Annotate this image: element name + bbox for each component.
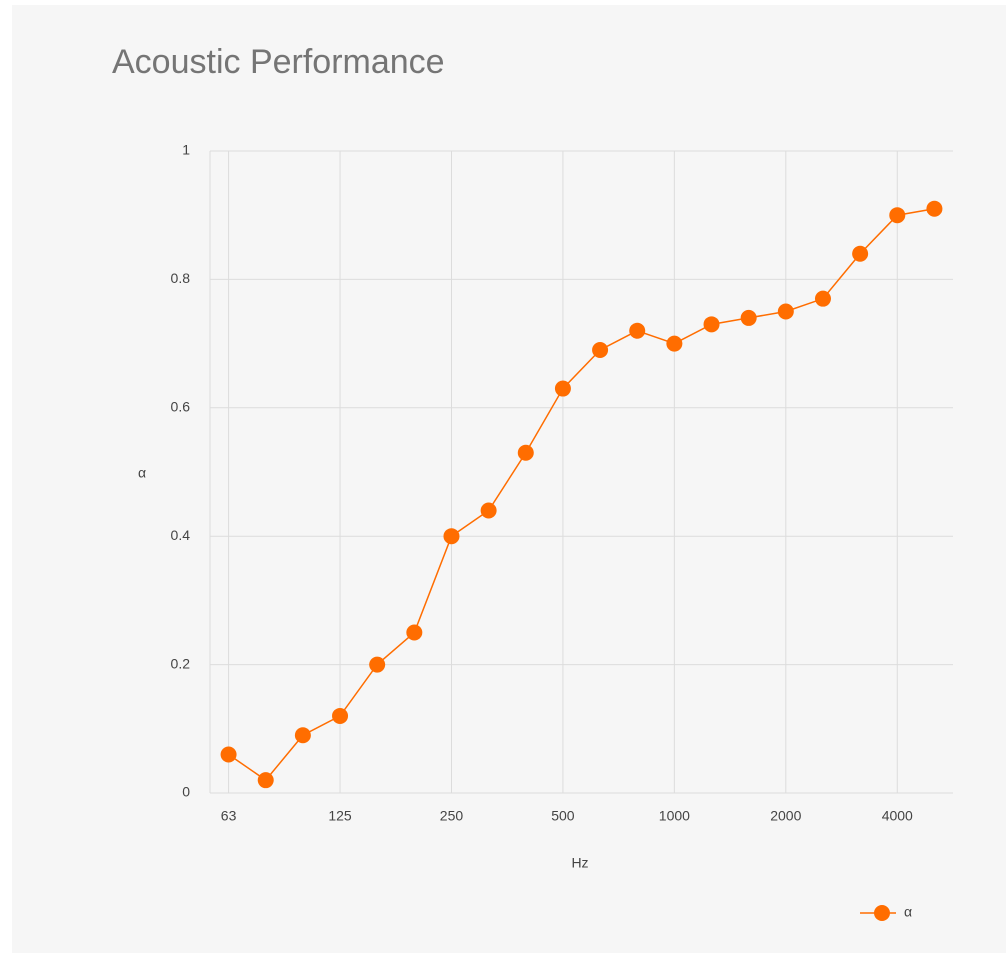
data-point (257, 772, 274, 789)
y-tick-label: 0 (182, 784, 190, 800)
y-tick-label: 1 (182, 142, 190, 158)
x-tick-label: 250 (440, 808, 464, 824)
data-point (517, 444, 534, 461)
data-point (629, 322, 646, 339)
data-point (443, 528, 460, 545)
x-tick-label: 1000 (659, 808, 690, 824)
data-point (777, 303, 794, 320)
data-point (369, 656, 386, 673)
x-tick-label: 2000 (770, 808, 801, 824)
legend-label: α (904, 904, 912, 920)
data-point (814, 290, 831, 307)
legend-marker (874, 905, 890, 921)
y-tick-label: 0.4 (171, 527, 191, 543)
data-point (852, 245, 869, 262)
y-tick-label: 0.6 (171, 399, 191, 415)
data-point (554, 380, 571, 397)
data-point (332, 707, 349, 724)
data-point (666, 335, 683, 352)
data-point (926, 200, 943, 217)
data-point (406, 624, 423, 641)
data-point (703, 316, 720, 333)
x-tick-label: 125 (328, 808, 352, 824)
chart-title: Acoustic Performance (112, 43, 445, 81)
x-axis-label: Hz (571, 855, 588, 871)
x-tick-label: 500 (551, 808, 575, 824)
data-point (294, 727, 311, 744)
x-tick-label: 4000 (882, 808, 913, 824)
data-point (220, 746, 237, 763)
x-tick-label: 63 (221, 808, 237, 824)
data-point (740, 309, 757, 326)
data-point (889, 207, 906, 224)
y-tick-label: 0.2 (171, 655, 191, 671)
data-point (592, 342, 609, 359)
y-tick-label: 0.8 (171, 270, 191, 286)
data-point (480, 502, 497, 519)
y-axis-label: α (138, 465, 146, 481)
